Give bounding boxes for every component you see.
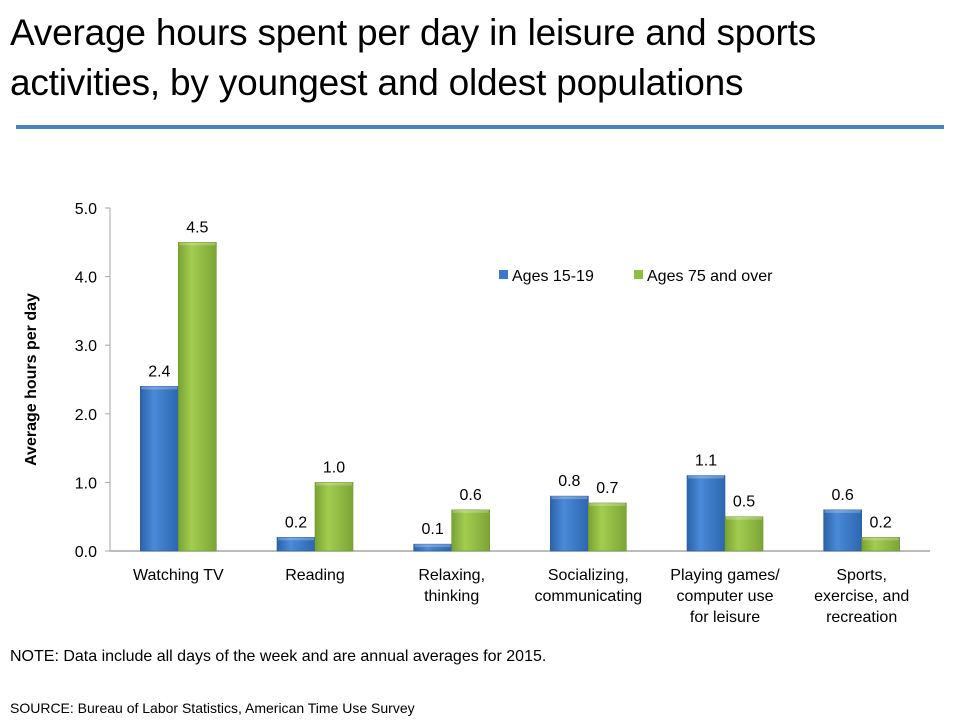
legend-label: Ages 75 and over <box>647 268 773 285</box>
x-tick-label: recreation <box>826 609 897 626</box>
legend-swatch <box>499 270 508 279</box>
x-tick-label: Socializing, <box>548 567 629 584</box>
data-label: 0.7 <box>596 480 618 497</box>
bar-highlight <box>589 502 626 506</box>
bar-ages-15-19 <box>823 509 862 552</box>
bar-ages-75-over <box>451 509 490 552</box>
data-label: 0.6 <box>832 487 854 504</box>
data-label: 0.2 <box>870 514 892 531</box>
bar-ages-75-over <box>178 242 217 552</box>
y-tick-label: 3.0 <box>75 338 97 355</box>
y-tick-label: 2.0 <box>75 407 97 424</box>
x-tick-label: thinking <box>424 588 479 605</box>
x-tick-label: Reading <box>285 567 345 584</box>
x-tick-label: computer use <box>677 588 774 605</box>
bar-highlight <box>278 537 314 541</box>
y-tick-label: 1.0 <box>75 475 97 492</box>
bar-highlight <box>551 496 588 500</box>
data-label: 4.5 <box>186 219 208 236</box>
x-tick-label: Sports, <box>836 567 887 584</box>
bar-ages-75-over <box>724 516 764 552</box>
bar-highlight <box>862 537 899 541</box>
bar-ages-75-over <box>588 502 627 552</box>
bar-highlight <box>179 242 216 246</box>
bar-ages-75-over <box>314 482 354 552</box>
data-label: 0.5 <box>733 494 755 511</box>
bar-highlight <box>726 516 762 520</box>
legend-label: Ages 15-19 <box>512 268 594 285</box>
bar-highlight <box>688 475 724 479</box>
bar-highlight <box>141 386 178 390</box>
bar-ages-75-over <box>861 536 900 552</box>
source-text: SOURCE: Bureau of Labor Statistics, Amer… <box>10 700 415 716</box>
bar-ages-15-19 <box>686 475 726 552</box>
y-tick-label: 4.0 <box>75 270 97 287</box>
x-tick-label: Watching TV <box>133 567 224 584</box>
x-tick-label: Playing games/ <box>670 567 780 584</box>
y-tick-label: 0.0 <box>75 544 97 561</box>
title-divider <box>16 125 944 129</box>
bar-highlight <box>452 509 489 513</box>
data-label: 0.8 <box>558 473 580 490</box>
data-label: 1.1 <box>695 453 717 470</box>
data-label: 1.0 <box>323 459 345 476</box>
bar-highlight <box>414 544 451 548</box>
bar-highlight <box>824 509 861 513</box>
y-tick-label: 5.0 <box>75 201 97 218</box>
x-tick-label: communicating <box>535 588 643 605</box>
x-tick-label: exercise, and <box>814 588 909 605</box>
data-label: 0.2 <box>285 514 307 531</box>
x-tick-label: Relaxing, <box>418 567 485 584</box>
data-label: 0.1 <box>422 521 444 538</box>
x-tick-label: for leisure <box>690 609 760 626</box>
data-label: 0.6 <box>460 487 482 504</box>
bar-ages-15-19 <box>140 386 179 552</box>
bar-highlight <box>316 482 352 486</box>
chart-title: Average hours spent per day in leisure a… <box>10 12 817 103</box>
bar-ages-15-19 <box>550 495 589 552</box>
y-axis-label: Average hours per day <box>23 293 40 466</box>
note-text: NOTE: Data include all days of the week … <box>10 648 547 665</box>
legend-swatch <box>634 270 643 279</box>
data-label: 2.4 <box>148 363 170 380</box>
